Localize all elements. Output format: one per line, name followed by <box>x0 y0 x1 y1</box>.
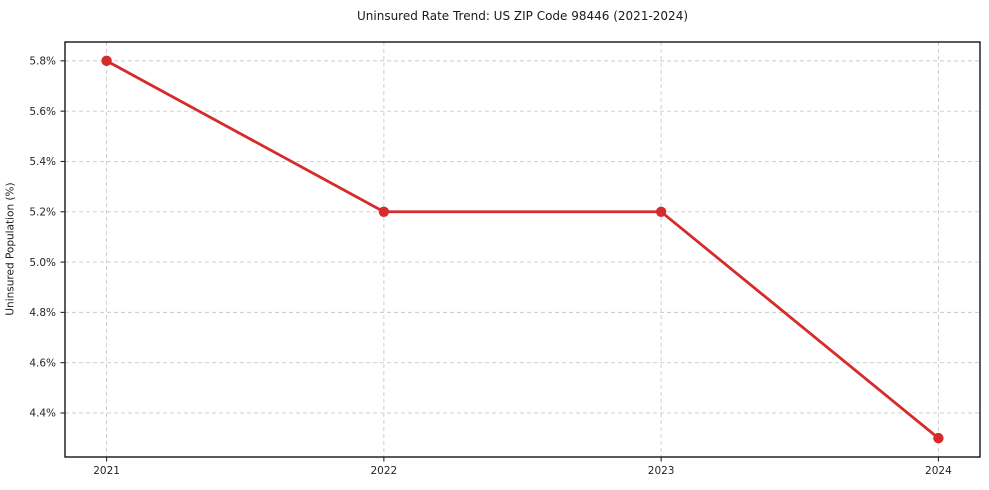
x-tick-label: 2021 <box>93 465 120 477</box>
y-tick-label: 5.4% <box>29 156 56 168</box>
data-point <box>378 206 390 217</box>
x-tick-label: 2023 <box>648 465 675 477</box>
data-point <box>933 432 944 444</box>
y-tick-label: 4.4% <box>29 408 56 420</box>
y-tick-label: 5.0% <box>29 257 56 269</box>
y-tick-label: 4.8% <box>29 307 56 319</box>
x-tick-label: 2022 <box>370 465 397 477</box>
y-tick-label: 5.2% <box>29 206 56 218</box>
y-tick-label: 5.8% <box>29 56 56 68</box>
y-tick-label: 4.6% <box>29 357 56 369</box>
chart-title: Uninsured Rate Trend: US ZIP Code 98446 … <box>356 9 689 23</box>
plot-border <box>64 41 981 458</box>
y-tick-label: 5.6% <box>29 106 56 118</box>
x-tick-label: 2024 <box>925 465 952 477</box>
trend-line <box>105 59 940 440</box>
data-point <box>101 55 112 67</box>
data-point <box>655 206 667 217</box>
